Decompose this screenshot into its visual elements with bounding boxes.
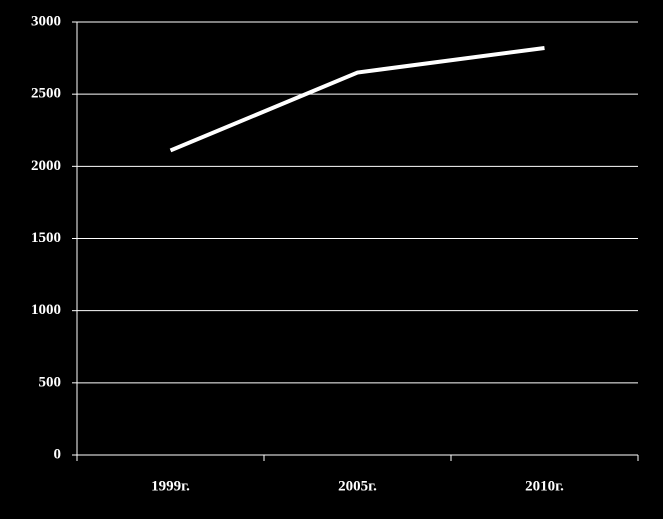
data-line [169, 45, 545, 153]
y-tick-label: 2500 [31, 86, 61, 102]
x-tick-label: 1999г. [151, 478, 190, 494]
y-tick-label: 500 [39, 374, 62, 390]
y-tick-label: 1000 [31, 302, 61, 318]
y-tick-label: 2000 [31, 158, 61, 174]
y-tick-label: 3000 [31, 13, 61, 29]
y-tick-label: 1500 [31, 230, 61, 246]
x-tick-label: 2005г. [338, 478, 377, 494]
y-tick-label: 0 [54, 446, 62, 462]
x-tick-label: 2010г. [525, 478, 564, 494]
